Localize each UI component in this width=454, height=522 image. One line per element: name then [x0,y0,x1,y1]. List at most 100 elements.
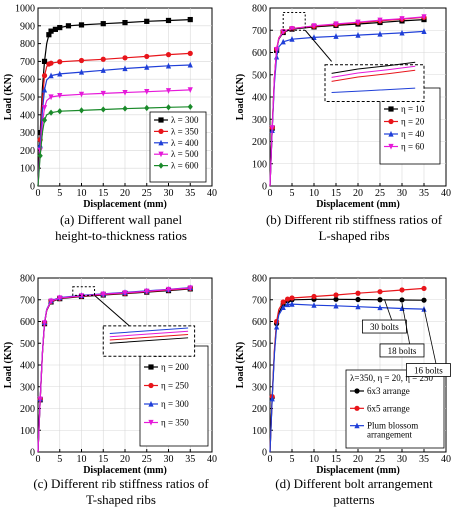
x-tick-label: 40 [441,188,451,199]
x-tick-label: 25 [375,454,385,465]
legend-label: η = 250 [161,381,189,391]
legend-label: η = 200 [161,362,189,372]
series-point [285,296,290,301]
x-tick-label: 15 [331,454,341,465]
legend-box [140,346,208,446]
x-tick-label: 5 [57,454,62,465]
legend-label: λ = 300 [171,115,199,125]
y-tick-label: 300 [20,128,35,139]
legend-swatch-marker [158,129,163,134]
legend-label: λ = 400 [171,138,199,148]
x-tick-label: 40 [207,188,217,199]
y-tick-label: 100 [252,159,267,170]
legend-swatch-marker [388,106,393,111]
series-point [188,17,193,22]
series-point [57,108,62,114]
x-tick-label: 20 [120,454,130,465]
y-tick-label: 700 [252,295,267,306]
y-tick-label: 400 [252,361,267,372]
series-point [311,294,316,299]
y-tick-label: 0 [30,448,35,459]
panel-caption: (d) Different bolt arrangement [275,476,433,491]
x-axis-label: Displacement (mm) [83,199,167,210]
chart-panel-3: 0 5 10 15 20 25 30 35 40010020030040050060070080… [3,274,217,508]
y-tick-label: 300 [252,382,267,393]
panel-caption: height-to-thickness ratios [55,228,187,243]
x-tick-label: 15 [98,188,108,199]
x-tick-label: 30 [397,454,407,465]
series-point [289,295,294,300]
x-tick-label: 35 [185,188,195,199]
annotation-pointer [424,308,436,365]
x-tick-label: 0 [268,188,273,199]
x-tick-label: 15 [98,454,108,465]
y-tick-label: 200 [252,404,267,415]
x-tick-label: 10 [77,188,87,199]
y-tick-label: 900 [20,21,35,32]
y-axis-label: Load (KN) [3,74,14,120]
series-point [122,105,127,111]
series-point [188,104,193,110]
legend-swatch-marker [148,383,153,388]
x-tick-label: 5 [57,188,62,199]
chart-panel-1: 0 5 10 15 20 25 30 35 40010020030040050060070080… [3,4,217,244]
x-tick-label: 40 [207,454,217,465]
legend-label: 6x3 arrange [367,386,410,396]
series-point [101,21,106,26]
zoom-inset [325,65,424,102]
series-point [144,105,149,111]
x-tick-label: 30 [397,188,407,199]
y-tick-label: 0 [262,448,267,459]
panel-caption: patterns [333,492,374,507]
x-tick-label: 20 [120,188,130,199]
y-tick-label: 0 [30,182,35,193]
x-tick-label: 0 [36,454,41,465]
y-tick-label: 100 [20,164,35,175]
panel-caption: (a) Different wall panel [60,212,183,227]
x-tick-label: 10 [309,454,319,465]
series-point [166,18,171,23]
legend-swatch-marker [388,119,393,124]
x-tick-label: 20 [353,454,363,465]
series-point [421,286,426,291]
y-tick-label: 700 [20,57,35,68]
x-tick-label: 25 [142,188,152,199]
y-tick-label: 400 [20,361,35,372]
legend-swatch-marker [354,406,359,411]
series-point [42,59,47,64]
x-tick-label: 30 [164,454,174,465]
y-tick-label: 600 [252,317,267,328]
series-point [377,289,382,294]
y-tick-label: 600 [20,75,35,86]
y-tick-label: 500 [252,339,267,350]
legend-label: η = 40 [401,129,425,139]
x-tick-label: 30 [164,188,174,199]
series-point [355,297,360,302]
series-point [166,52,171,57]
y-tick-label: 600 [252,48,267,59]
legend-label: λ = 350 [171,126,199,136]
panel-caption: (b) Different rib stiffness ratios of [266,212,443,227]
legend-swatch-marker [148,364,153,369]
series-point [79,107,84,113]
series-point [57,25,62,30]
annotation-pointer [384,299,392,322]
y-tick-label: 300 [20,382,35,393]
series-point [79,22,84,27]
y-tick-label: 100 [252,426,267,437]
legend-label: η = 20 [401,117,425,127]
y-axis-label: Load (KN) [235,74,246,120]
series-point [57,59,62,64]
y-tick-label: 400 [252,93,267,104]
y-tick-label: 400 [20,110,35,121]
y-tick-label: 200 [20,146,35,157]
legend: λ=350η = 200η = 250η = 300η = 350 [140,346,208,446]
y-tick-label: 200 [20,404,35,415]
panel-caption: (c) Different rib stiffness ratios of [33,476,209,491]
series-point [166,104,171,110]
series-point [122,20,127,25]
series-point [101,57,106,62]
y-tick-label: 600 [20,317,35,328]
legend-label: λ = 500 [171,149,199,159]
